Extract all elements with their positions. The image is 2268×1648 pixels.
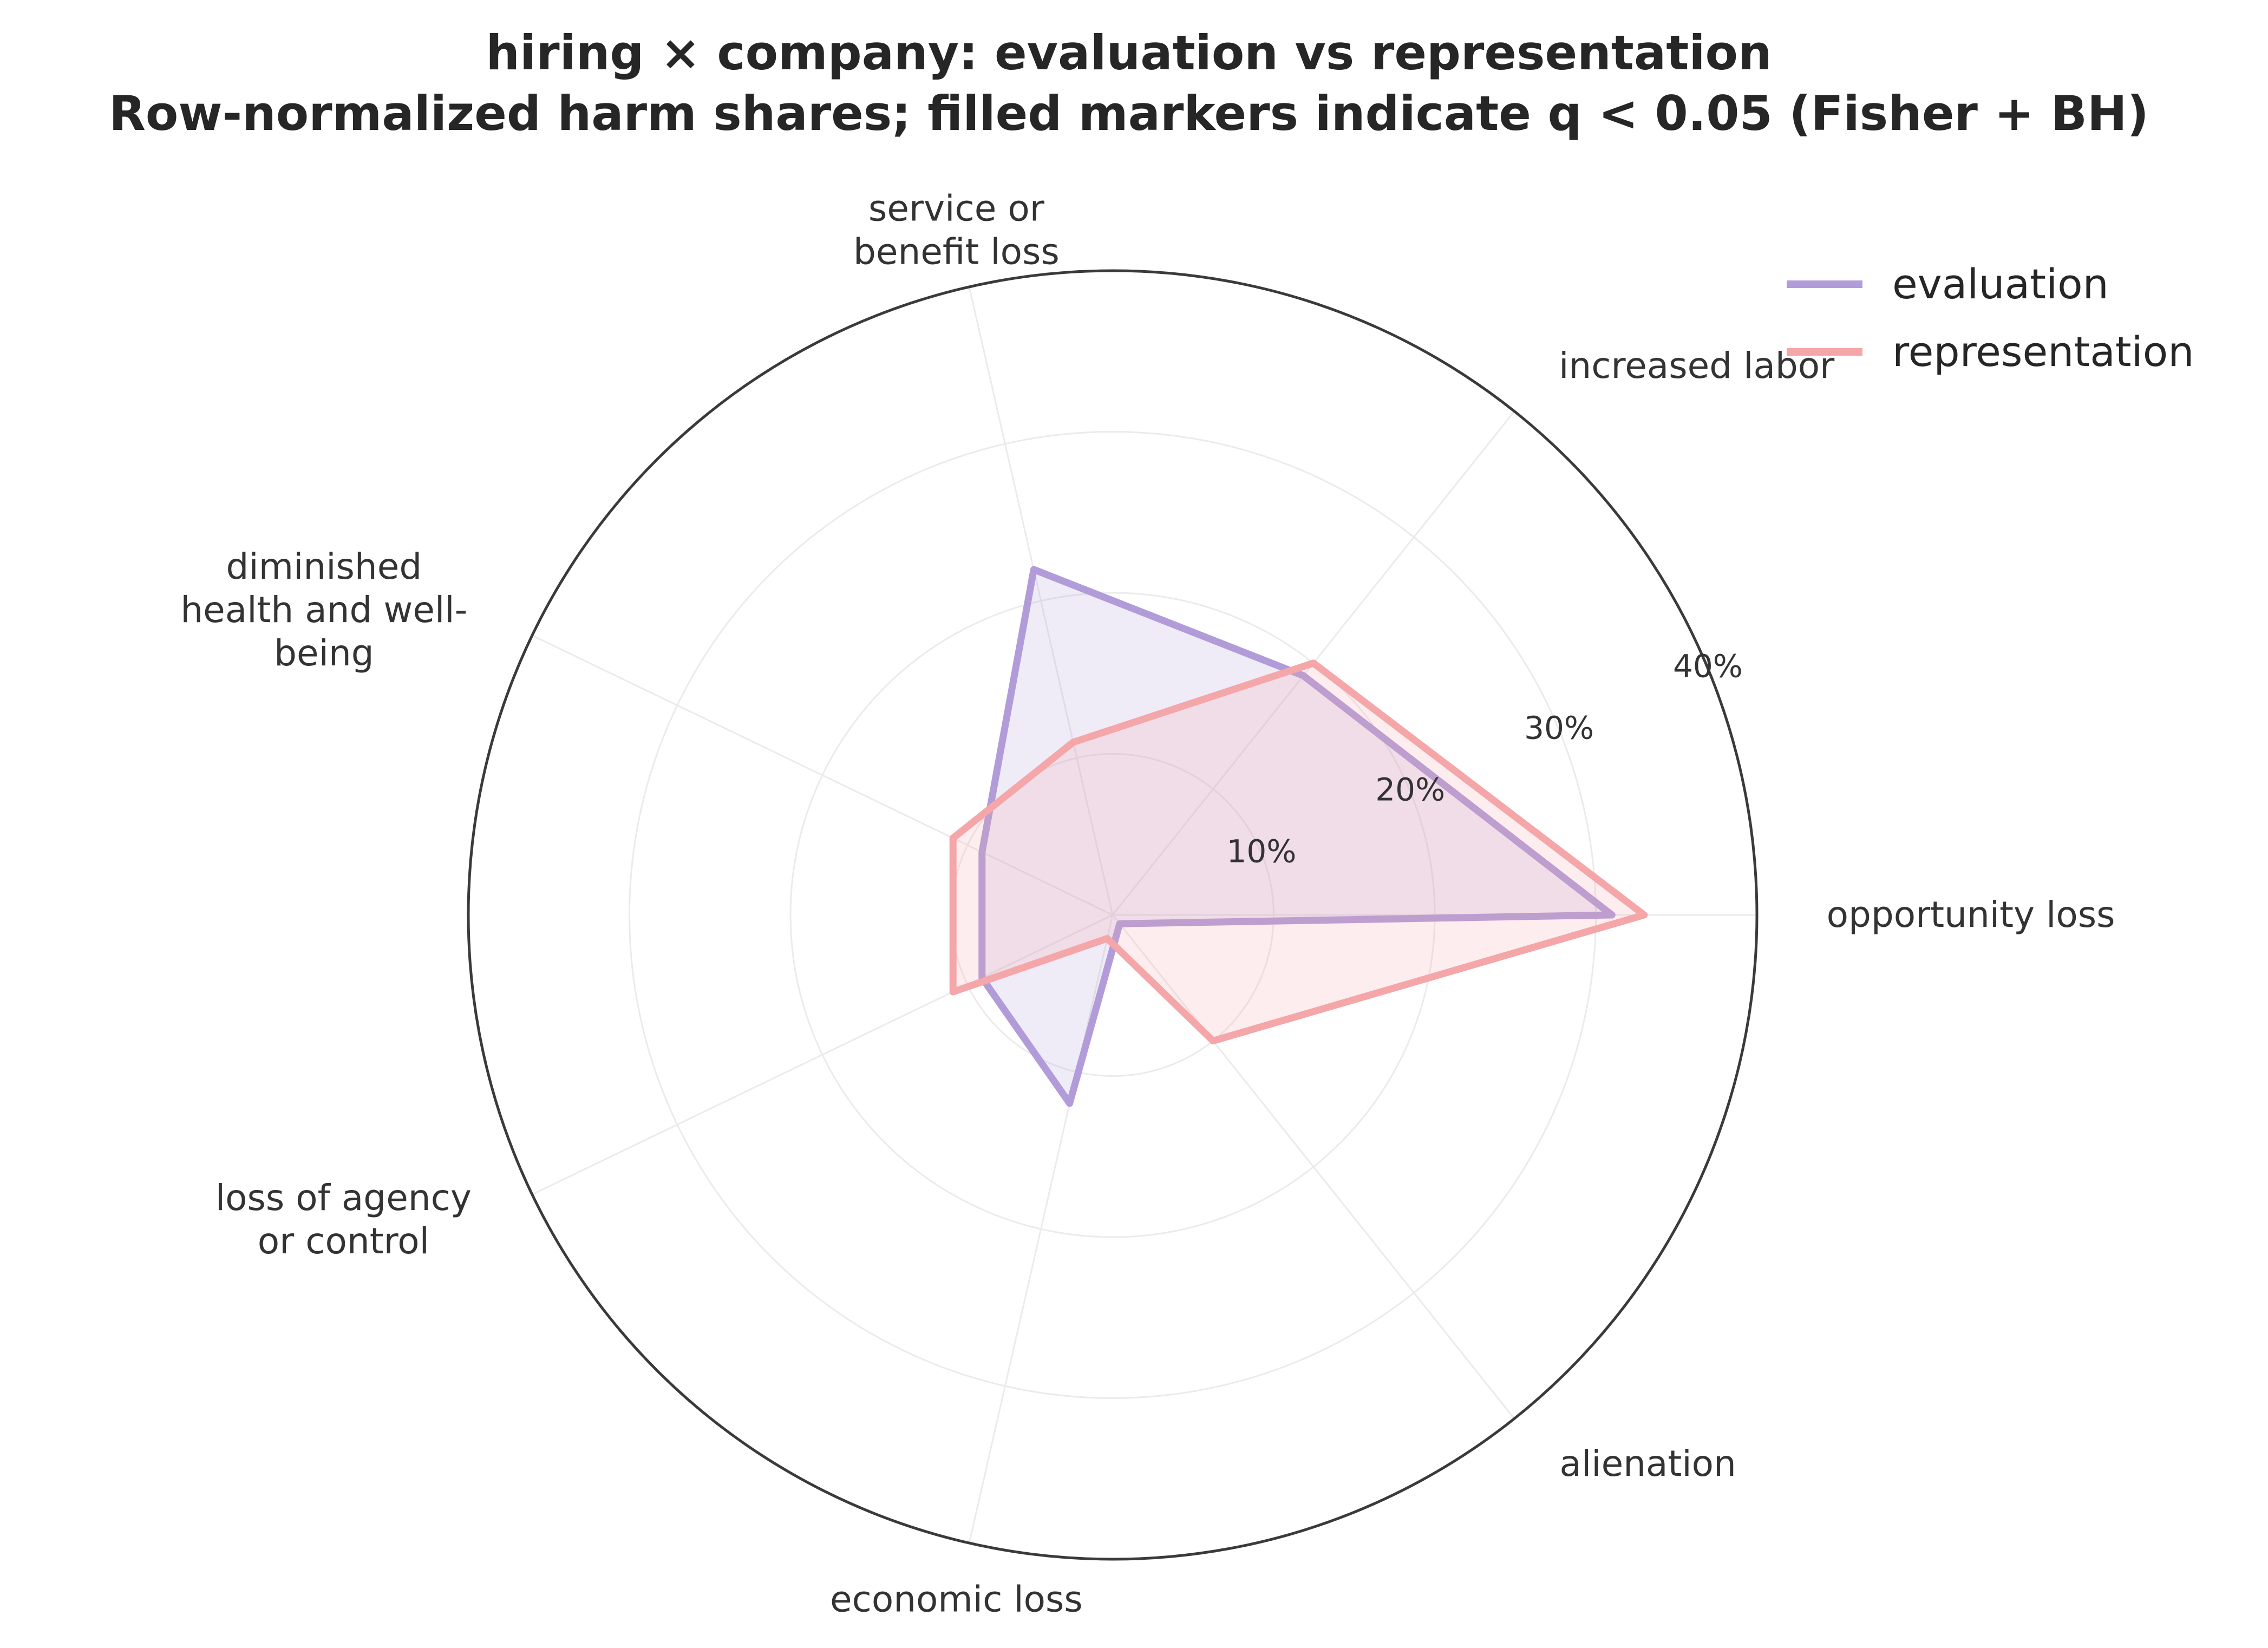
series-area-representation bbox=[953, 663, 1644, 1041]
legend: evaluation representation bbox=[1787, 260, 2194, 376]
polar-frame bbox=[467, 269, 1759, 1561]
radial-tick-label: 40% bbox=[1673, 648, 1743, 685]
grid-spoke bbox=[532, 635, 1113, 916]
chart-title: hiring × company: evaluation vs represen… bbox=[486, 25, 1772, 81]
series-line-evaluation bbox=[978, 566, 1616, 1107]
legend-label-evaluation: evaluation bbox=[1892, 260, 2109, 308]
series-line-representation bbox=[949, 659, 1648, 1045]
axis-label-diminished-health-and-well-being: diminished health and well-being bbox=[180, 546, 467, 674]
axis-label-economic-loss: economic loss bbox=[830, 1579, 1083, 1620]
axis-label-opportunity-loss: opportunity loss bbox=[1827, 894, 2115, 936]
chart-subtitle: Row-normalized harm shares; filled marke… bbox=[109, 86, 2149, 141]
legend-label-representation: representation bbox=[1892, 328, 2194, 376]
axis-label-service-or-benefit-loss: service or benefit loss bbox=[853, 187, 1060, 272]
radial-tick-label: 30% bbox=[1524, 710, 1594, 747]
series-layer bbox=[949, 566, 1648, 1107]
radial-tick-label: 20% bbox=[1375, 771, 1445, 808]
series-area-evaluation bbox=[982, 569, 1612, 1103]
axis-label-alienation: alienation bbox=[1559, 1443, 1736, 1484]
radial-ticks: 10% 20% 30% 40% bbox=[1226, 648, 1742, 870]
axis-label-loss-of-agency-or-control: loss of agency or control bbox=[215, 1177, 472, 1262]
grid-spoke bbox=[968, 286, 1114, 915]
grid-spoke bbox=[968, 914, 1114, 1544]
grid-spoke bbox=[532, 914, 1113, 1195]
grid-spoke bbox=[1112, 914, 1515, 1420]
radial-tick-label: 10% bbox=[1226, 833, 1296, 869]
